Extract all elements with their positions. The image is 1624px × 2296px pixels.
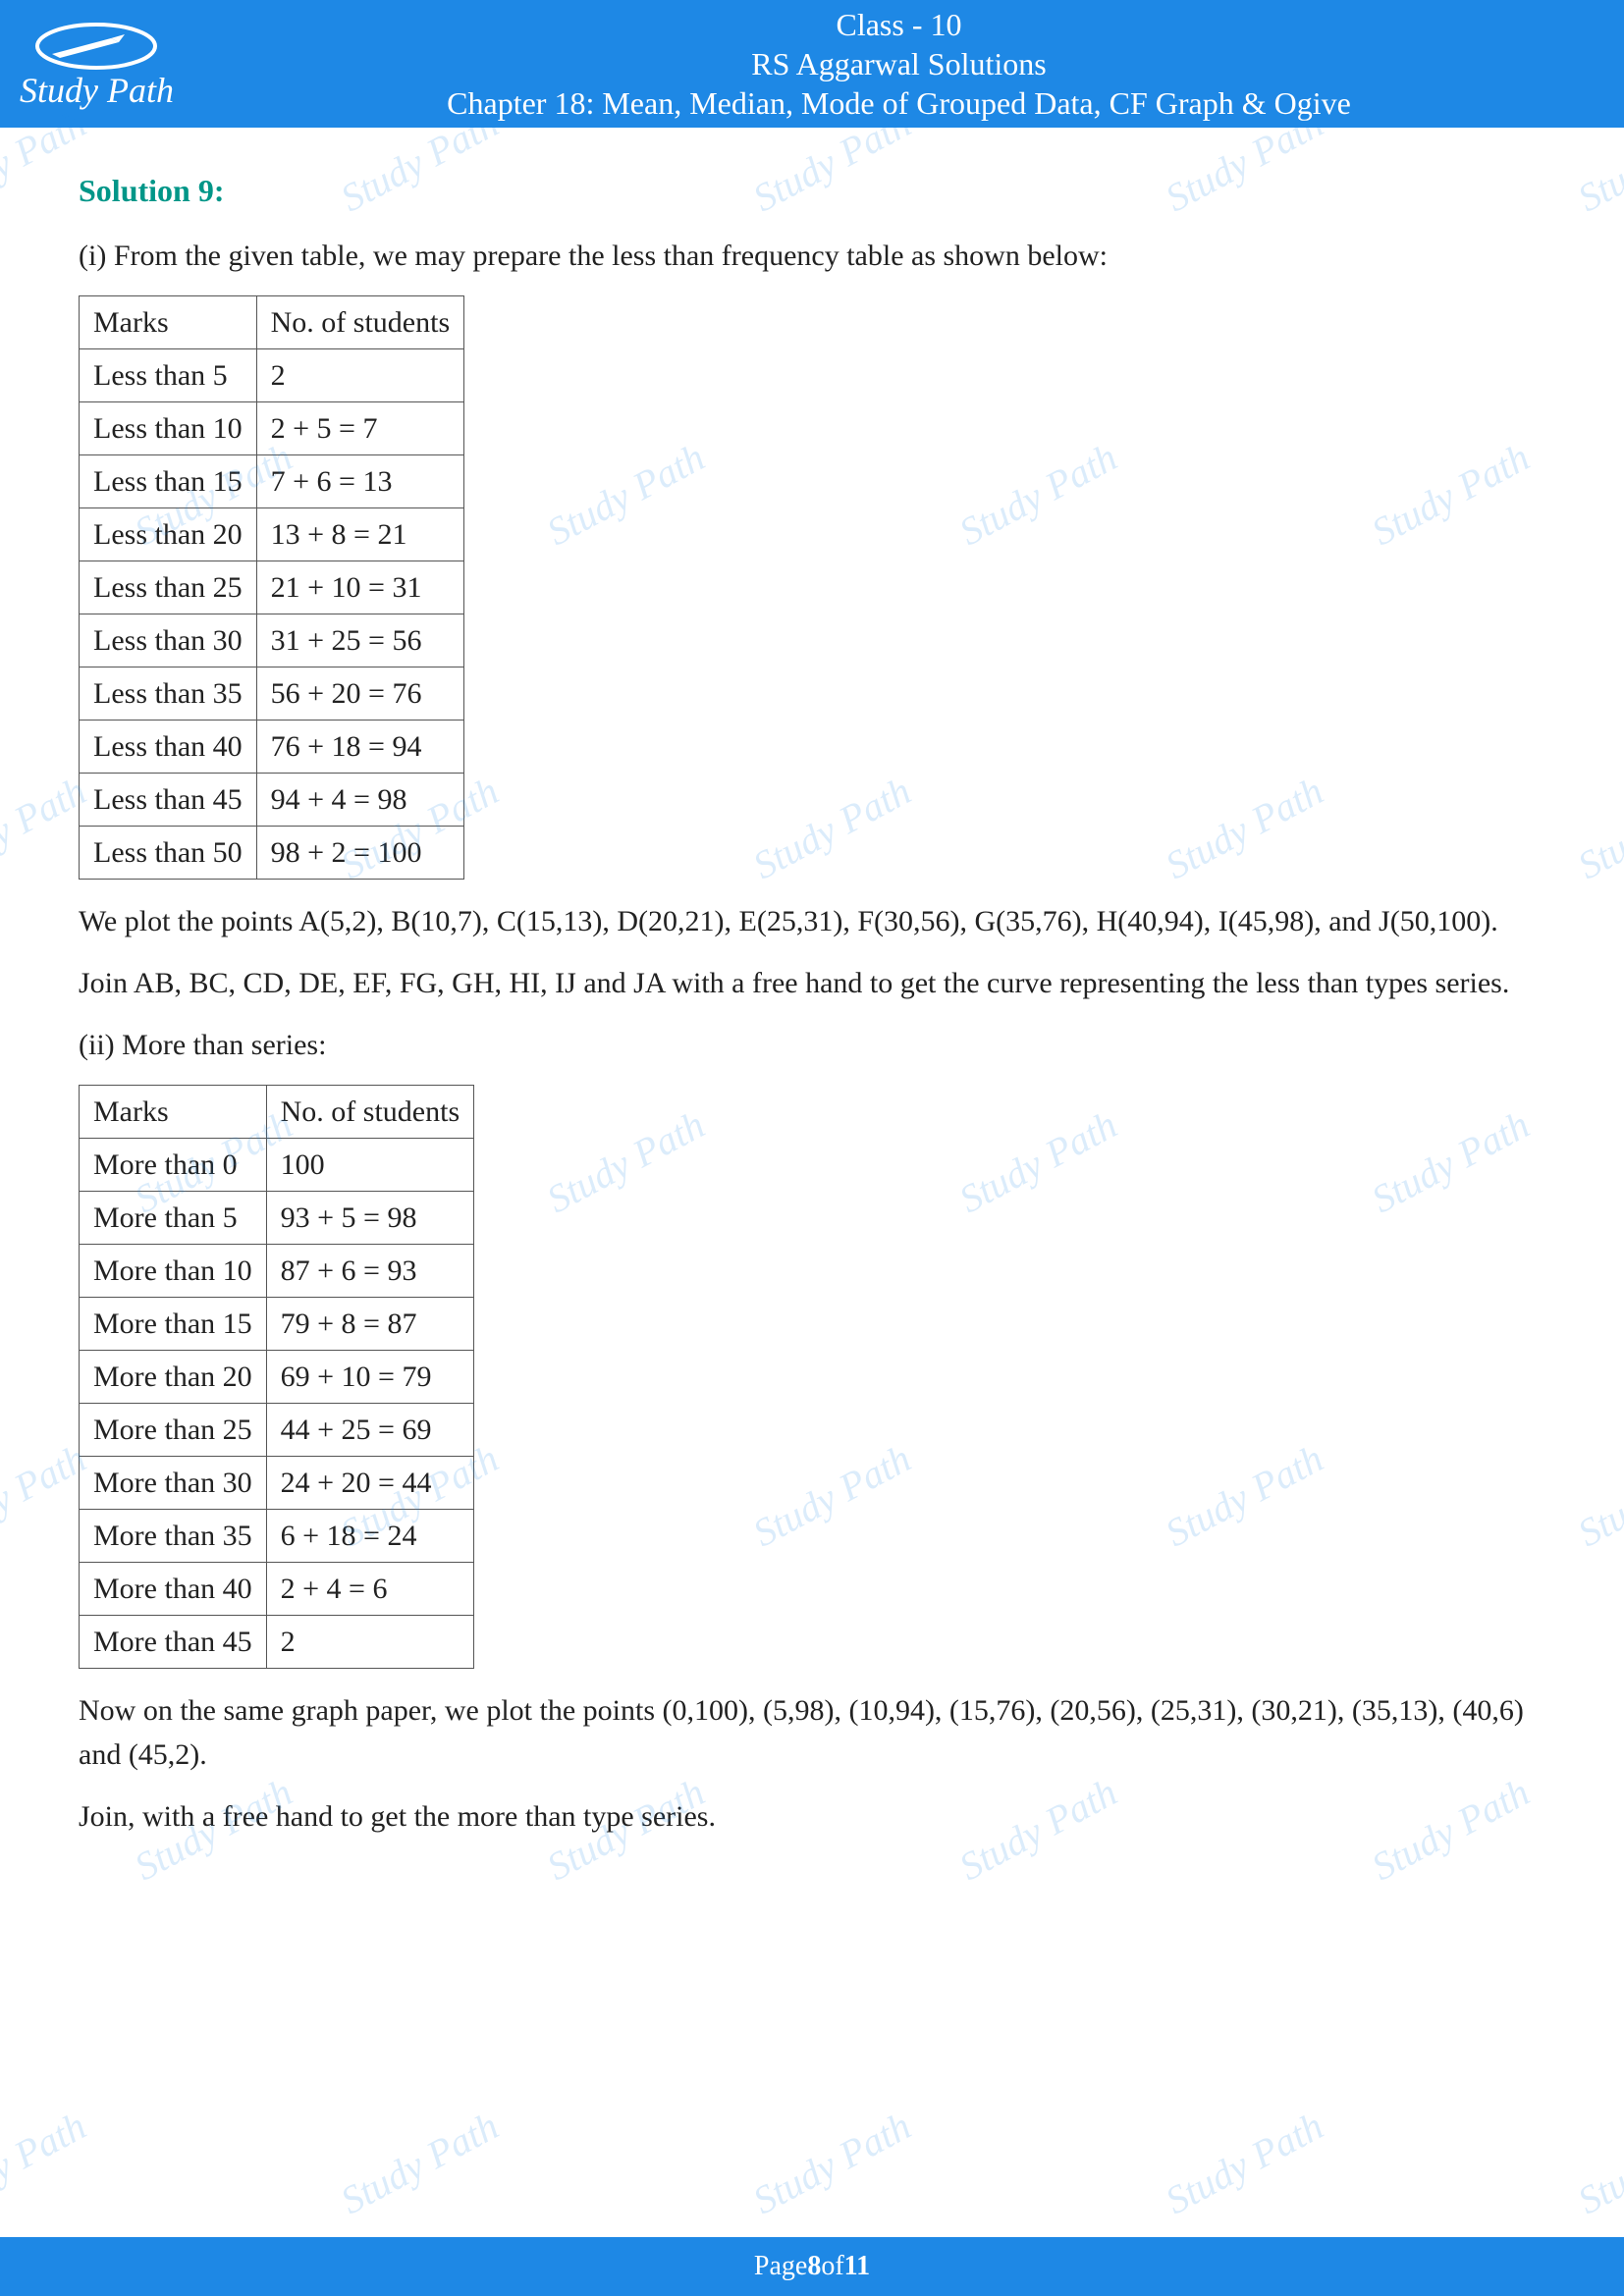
table-cell: More than 35 (80, 1510, 267, 1563)
table-row: Less than 3556 + 20 = 76 (80, 667, 464, 721)
table-cell: 7 + 6 = 13 (256, 455, 464, 508)
table-row: Less than 102 + 5 = 7 (80, 402, 464, 455)
table-cell: 93 + 5 = 98 (266, 1192, 474, 1245)
table-cell: Less than 5 (80, 349, 257, 402)
table-cell: 94 + 4 = 98 (256, 774, 464, 827)
table-cell: More than 25 (80, 1404, 267, 1457)
header-titles: Class - 10 RS Aggarwal Solutions Chapter… (193, 5, 1604, 123)
table-cell: Less than 25 (80, 561, 257, 614)
table-row: Less than 3031 + 25 = 56 (80, 614, 464, 667)
watermark-text: Study Path (745, 2103, 918, 2223)
table-cell: More than 20 (80, 1351, 267, 1404)
watermark-text: Study Path (1158, 2103, 1330, 2223)
table-row: Less than 157 + 6 = 13 (80, 455, 464, 508)
table-row: More than 1087 + 6 = 93 (80, 1245, 474, 1298)
paragraph-points-more: Now on the same graph paper, we plot the… (79, 1688, 1545, 1777)
table-header-cell: Marks (80, 1086, 267, 1139)
table-cell: 2 (256, 349, 464, 402)
table-cell: More than 0 (80, 1139, 267, 1192)
table-cell: 31 + 25 = 56 (256, 614, 464, 667)
table-cell: 69 + 10 = 79 (266, 1351, 474, 1404)
table-header-cell: No. of students (266, 1086, 474, 1139)
paragraph-join-less: Join AB, BC, CD, DE, EF, FG, GH, HI, IJ … (79, 961, 1545, 1005)
table-row: More than 1579 + 8 = 87 (80, 1298, 474, 1351)
table-cell: 44 + 25 = 69 (266, 1404, 474, 1457)
table-cell: More than 45 (80, 1616, 267, 1669)
paragraph-ii: (ii) More than series: (79, 1023, 1545, 1067)
footer-page-num: 8 (807, 2251, 821, 2282)
watermark-text: Study Path (1570, 2103, 1624, 2223)
table-row: More than 3024 + 20 = 44 (80, 1457, 474, 1510)
table-row: More than 2069 + 10 = 79 (80, 1351, 474, 1404)
pen-oval-icon (23, 17, 170, 76)
table-cell: 100 (266, 1139, 474, 1192)
table-cell: Less than 40 (80, 721, 257, 774)
table-cell: 2 + 4 = 6 (266, 1563, 474, 1616)
table-row: Less than 52 (80, 349, 464, 402)
table-cell: Less than 35 (80, 667, 257, 721)
page-header: Study Path Class - 10 RS Aggarwal Soluti… (0, 0, 1624, 128)
table-row: Less than 4594 + 4 = 98 (80, 774, 464, 827)
watermark-text: Study Path (0, 2103, 93, 2223)
table-cell: Less than 30 (80, 614, 257, 667)
table-cell: 2 + 5 = 7 (256, 402, 464, 455)
table-cell: More than 30 (80, 1457, 267, 1510)
table-row: Less than 2521 + 10 = 31 (80, 561, 464, 614)
logo-text: Study Path (20, 70, 174, 111)
table-cell: Less than 50 (80, 827, 257, 880)
table-cell: 2 (266, 1616, 474, 1669)
footer-total: 11 (844, 2251, 870, 2282)
table-row: More than 593 + 5 = 98 (80, 1192, 474, 1245)
table-cell: 76 + 18 = 94 (256, 721, 464, 774)
logo: Study Path (20, 17, 174, 111)
table-cell: More than 15 (80, 1298, 267, 1351)
table-cell: Less than 20 (80, 508, 257, 561)
table-cell: Less than 10 (80, 402, 257, 455)
table-row: More than 356 + 18 = 24 (80, 1510, 474, 1563)
paragraph-i: (i) From the given table, we may prepare… (79, 234, 1545, 278)
table-cell: 56 + 20 = 76 (256, 667, 464, 721)
less-than-table: MarksNo. of studentsLess than 52Less tha… (79, 295, 464, 880)
page-content: Solution 9: (i) From the given table, we… (0, 128, 1624, 1839)
table-cell: 21 + 10 = 31 (256, 561, 464, 614)
table-cell: 13 + 8 = 21 (256, 508, 464, 561)
footer-prefix: Page (754, 2251, 807, 2282)
paragraph-points-less: We plot the points A(5,2), B(10,7), C(15… (79, 899, 1545, 943)
class-line: Class - 10 (193, 5, 1604, 44)
table-cell: 98 + 2 = 100 (256, 827, 464, 880)
table-cell: Less than 15 (80, 455, 257, 508)
table-cell: Less than 45 (80, 774, 257, 827)
page-footer: Page 8 of 11 (0, 2237, 1624, 2296)
table-row: More than 0100 (80, 1139, 474, 1192)
paragraph-join-more: Join, with a free hand to get the more t… (79, 1794, 1545, 1839)
table-cell: 87 + 6 = 93 (266, 1245, 474, 1298)
table-cell: 79 + 8 = 87 (266, 1298, 474, 1351)
table-row: More than 402 + 4 = 6 (80, 1563, 474, 1616)
more-than-table: MarksNo. of studentsMore than 0100More t… (79, 1085, 474, 1669)
footer-mid: of (821, 2251, 843, 2282)
table-cell: 24 + 20 = 44 (266, 1457, 474, 1510)
table-row: Less than 2013 + 8 = 21 (80, 508, 464, 561)
chapter-line: Chapter 18: Mean, Median, Mode of Groupe… (193, 83, 1604, 123)
table-cell: More than 5 (80, 1192, 267, 1245)
watermark-text: Study Path (333, 2103, 506, 2223)
table-header-cell: Marks (80, 296, 257, 349)
table-cell: More than 10 (80, 1245, 267, 1298)
book-line: RS Aggarwal Solutions (193, 44, 1604, 83)
table-cell: 6 + 18 = 24 (266, 1510, 474, 1563)
table-row: More than 452 (80, 1616, 474, 1669)
table-row: More than 2544 + 25 = 69 (80, 1404, 474, 1457)
solution-title: Solution 9: (79, 167, 1545, 214)
table-row: Less than 5098 + 2 = 100 (80, 827, 464, 880)
table-cell: More than 40 (80, 1563, 267, 1616)
table-header-cell: No. of students (256, 296, 464, 349)
table-row: Less than 4076 + 18 = 94 (80, 721, 464, 774)
